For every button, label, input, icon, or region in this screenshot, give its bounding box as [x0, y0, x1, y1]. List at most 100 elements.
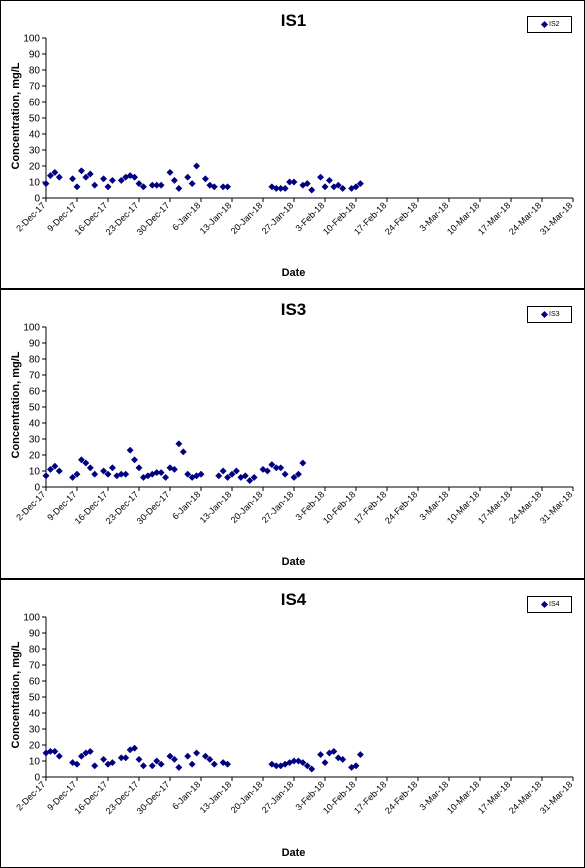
x-tick-label: 10-Mar-18	[445, 779, 481, 815]
x-tick-label: 24-Mar-18	[507, 200, 543, 236]
y-tick-label: 30	[29, 146, 41, 157]
y-tick-label: 90	[29, 629, 41, 640]
y-tick-label: 40	[29, 130, 41, 141]
data-point	[330, 747, 338, 755]
chart-plot: 01020304050607080901002-Dec-179-Dec-1716…	[14, 34, 574, 238]
y-tick-label: 40	[29, 419, 41, 430]
y-tick-label: 90	[29, 339, 41, 350]
data-point	[100, 755, 108, 763]
data-point	[86, 464, 94, 472]
data-point	[91, 762, 99, 770]
data-point	[157, 760, 165, 768]
data-point	[250, 473, 258, 481]
data-point	[321, 759, 329, 767]
data-point	[308, 186, 316, 194]
y-tick-label: 70	[29, 661, 41, 672]
data-point	[46, 465, 54, 473]
chart-legend: IS2	[527, 16, 572, 33]
y-tick-label: 50	[29, 693, 41, 704]
y-tick-label: 30	[29, 435, 41, 446]
x-tick-label: 13-Jan-18	[198, 200, 234, 236]
x-tick-label: 17-Feb-18	[352, 779, 388, 815]
data-point	[86, 747, 94, 755]
data-point	[232, 467, 240, 475]
x-tick-label: 10-Mar-18	[445, 200, 481, 236]
legend-marker-icon	[540, 310, 549, 319]
x-tick-label: 24-Feb-18	[383, 489, 419, 525]
y-tick-label: 60	[29, 98, 41, 109]
y-tick-label: 50	[29, 403, 41, 414]
chart-plot: 01020304050607080901002-Dec-179-Dec-1716…	[14, 323, 574, 527]
x-tick-label: 30-Dec-17	[135, 779, 172, 816]
data-point	[91, 470, 99, 478]
data-point	[290, 178, 298, 186]
x-tick-label: 31-Mar-18	[538, 779, 574, 815]
data-point	[82, 173, 90, 181]
data-point	[51, 168, 59, 176]
data-point	[122, 754, 130, 762]
x-tick-label: 2-Dec-17	[14, 779, 47, 812]
y-tick-label: 30	[29, 725, 41, 736]
y-tick-label: 70	[29, 371, 41, 382]
data-point	[193, 749, 201, 757]
axes: 01020304050607080901002-Dec-179-Dec-1716…	[14, 613, 574, 817]
data-point	[86, 170, 94, 178]
legend-label: IS3	[549, 311, 560, 318]
data-point	[317, 751, 325, 759]
data-point	[352, 183, 360, 191]
chart-panel-is3: 0 10 20 30 40 50 60 70 80 90 100 2-Dec-17 9-Dec-17 16…	[0, 289, 585, 579]
chart-legend: IS4	[527, 596, 572, 613]
data-point	[325, 176, 333, 184]
y-tick-label: 60	[29, 677, 41, 688]
data-point	[131, 173, 139, 181]
data-point	[294, 470, 302, 478]
data-point	[356, 180, 364, 188]
data-point	[91, 181, 99, 189]
data-point	[197, 470, 205, 478]
x-tick-label: 31-Mar-18	[538, 200, 574, 236]
y-axis-label: Concentration, mg/L	[10, 351, 22, 459]
data-point	[281, 470, 289, 478]
x-tick-label: 17-Feb-18	[352, 200, 388, 236]
y-tick-label: 80	[29, 645, 41, 656]
x-tick-label: 27-Jan-18	[260, 200, 296, 236]
data-series	[42, 162, 364, 194]
data-point	[77, 167, 85, 175]
y-tick-label: 100	[23, 323, 40, 334]
data-point	[69, 473, 77, 481]
data-point	[157, 181, 165, 189]
y-tick-label: 20	[29, 741, 41, 752]
x-tick-label: 17-Mar-18	[476, 779, 512, 815]
data-point	[131, 456, 139, 464]
x-tick-label: 17-Feb-18	[352, 489, 388, 525]
data-point	[224, 760, 232, 768]
y-tick-label: 20	[29, 162, 41, 173]
data-point	[303, 180, 311, 188]
data-point	[303, 762, 311, 770]
data-point	[308, 765, 316, 773]
data-point	[104, 470, 112, 478]
data-series	[42, 744, 364, 773]
x-tick-label: 30-Dec-17	[135, 489, 172, 526]
data-point	[175, 763, 183, 771]
y-tick-label: 0	[34, 773, 40, 784]
data-point	[55, 467, 63, 475]
chart-title: IS1	[280, 11, 307, 30]
chart-panel-is1: 0 10 20 30 40 50 60 70 80 90 100 2-Dec-17 9-Dec-17 16…	[0, 0, 585, 289]
x-tick-label: 10-Feb-18	[321, 779, 357, 815]
y-tick-label: 40	[29, 709, 41, 720]
data-point	[228, 470, 236, 478]
x-tick-label: 27-Jan-18	[260, 489, 296, 525]
data-point	[139, 762, 147, 770]
data-point	[73, 760, 81, 768]
data-point	[51, 747, 59, 755]
x-tick-label: 2-Dec-17	[14, 200, 47, 233]
data-point	[135, 755, 143, 763]
data-point	[268, 461, 276, 469]
x-tick-label: 20-Jan-18	[229, 779, 265, 815]
data-point	[193, 162, 201, 170]
data-point	[42, 472, 50, 480]
x-axis-label: Date	[281, 847, 306, 859]
data-point	[100, 175, 108, 183]
data-point	[108, 176, 116, 184]
